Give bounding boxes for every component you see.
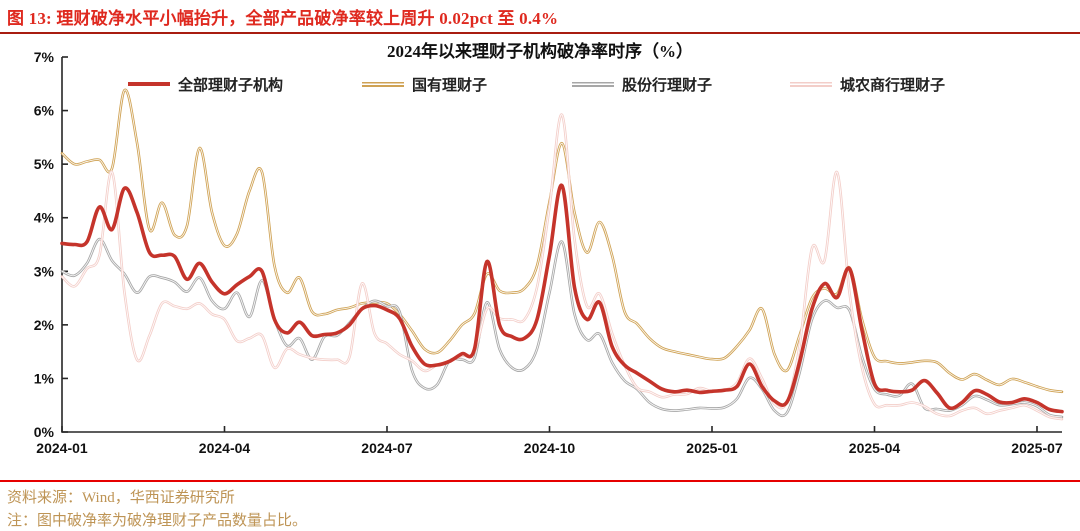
legend-item-0: 全部理财子机构 bbox=[128, 74, 283, 94]
legend-label-2: 股份行理财子 bbox=[622, 77, 713, 94]
y-axis-label: 3% bbox=[34, 263, 55, 279]
y-axis-label: 5% bbox=[34, 156, 55, 172]
x-axis-label: 2025-07 bbox=[1011, 440, 1063, 456]
y-axis-label: 2% bbox=[34, 317, 55, 333]
x-axis-label: 2024-07 bbox=[361, 440, 413, 456]
source-text: 资料来源：Wind，华西证券研究所 bbox=[7, 490, 235, 506]
title-divider bbox=[0, 32, 1080, 34]
chart-title: 2024年以来理财子机构破净率时序（%） bbox=[387, 42, 693, 61]
y-axis-label: 0% bbox=[34, 424, 55, 440]
legend-label-3: 城农商行理财子 bbox=[840, 77, 946, 94]
x-axis-label: 2025-01 bbox=[686, 440, 738, 456]
series-line-3 bbox=[60, 113, 1064, 421]
legend-label-0: 全部理财子机构 bbox=[178, 77, 284, 94]
x-axis-label: 2024-10 bbox=[524, 440, 576, 456]
footer-divider bbox=[0, 480, 1080, 482]
series-line-core-3 bbox=[61, 114, 1063, 420]
x-axis-label: 2025-04 bbox=[849, 440, 901, 456]
note-text: 注：图中破净率为破净理财子产品数量占比。 bbox=[7, 513, 308, 529]
page-title: 图 13: 理财破净水平小幅抬升，全部产品破净率较上周升 0.02pct 至 0… bbox=[7, 9, 559, 28]
y-axis-label: 7% bbox=[34, 49, 55, 65]
legend-swatch-icon-0 bbox=[128, 82, 170, 86]
y-axis-label: 4% bbox=[34, 210, 55, 226]
legend-item-1: 国有理财子 bbox=[362, 74, 487, 94]
x-axis-label: 2024-04 bbox=[199, 440, 251, 456]
legend-swatch-icon-3 bbox=[790, 81, 832, 87]
series-line-0 bbox=[60, 183, 1064, 414]
legend-label-1: 国有理财子 bbox=[412, 77, 488, 94]
legend-swatch-icon-1 bbox=[362, 81, 404, 87]
x-axis-label: 2024-01 bbox=[36, 440, 88, 456]
series-line-core-1 bbox=[61, 89, 1063, 393]
series-line-core-2 bbox=[61, 238, 1063, 418]
legend-item-2: 股份行理财子 bbox=[572, 74, 712, 94]
legend-swatch-icon-2 bbox=[572, 81, 614, 87]
y-axis-label: 6% bbox=[34, 103, 55, 119]
y-axis-label: 1% bbox=[34, 370, 55, 386]
legend-item-3: 城农商行理财子 bbox=[790, 74, 945, 94]
chart-legend: 全部理财子机构 国有理财子 股份行理财子 城农商行理财子 bbox=[0, 74, 1080, 94]
